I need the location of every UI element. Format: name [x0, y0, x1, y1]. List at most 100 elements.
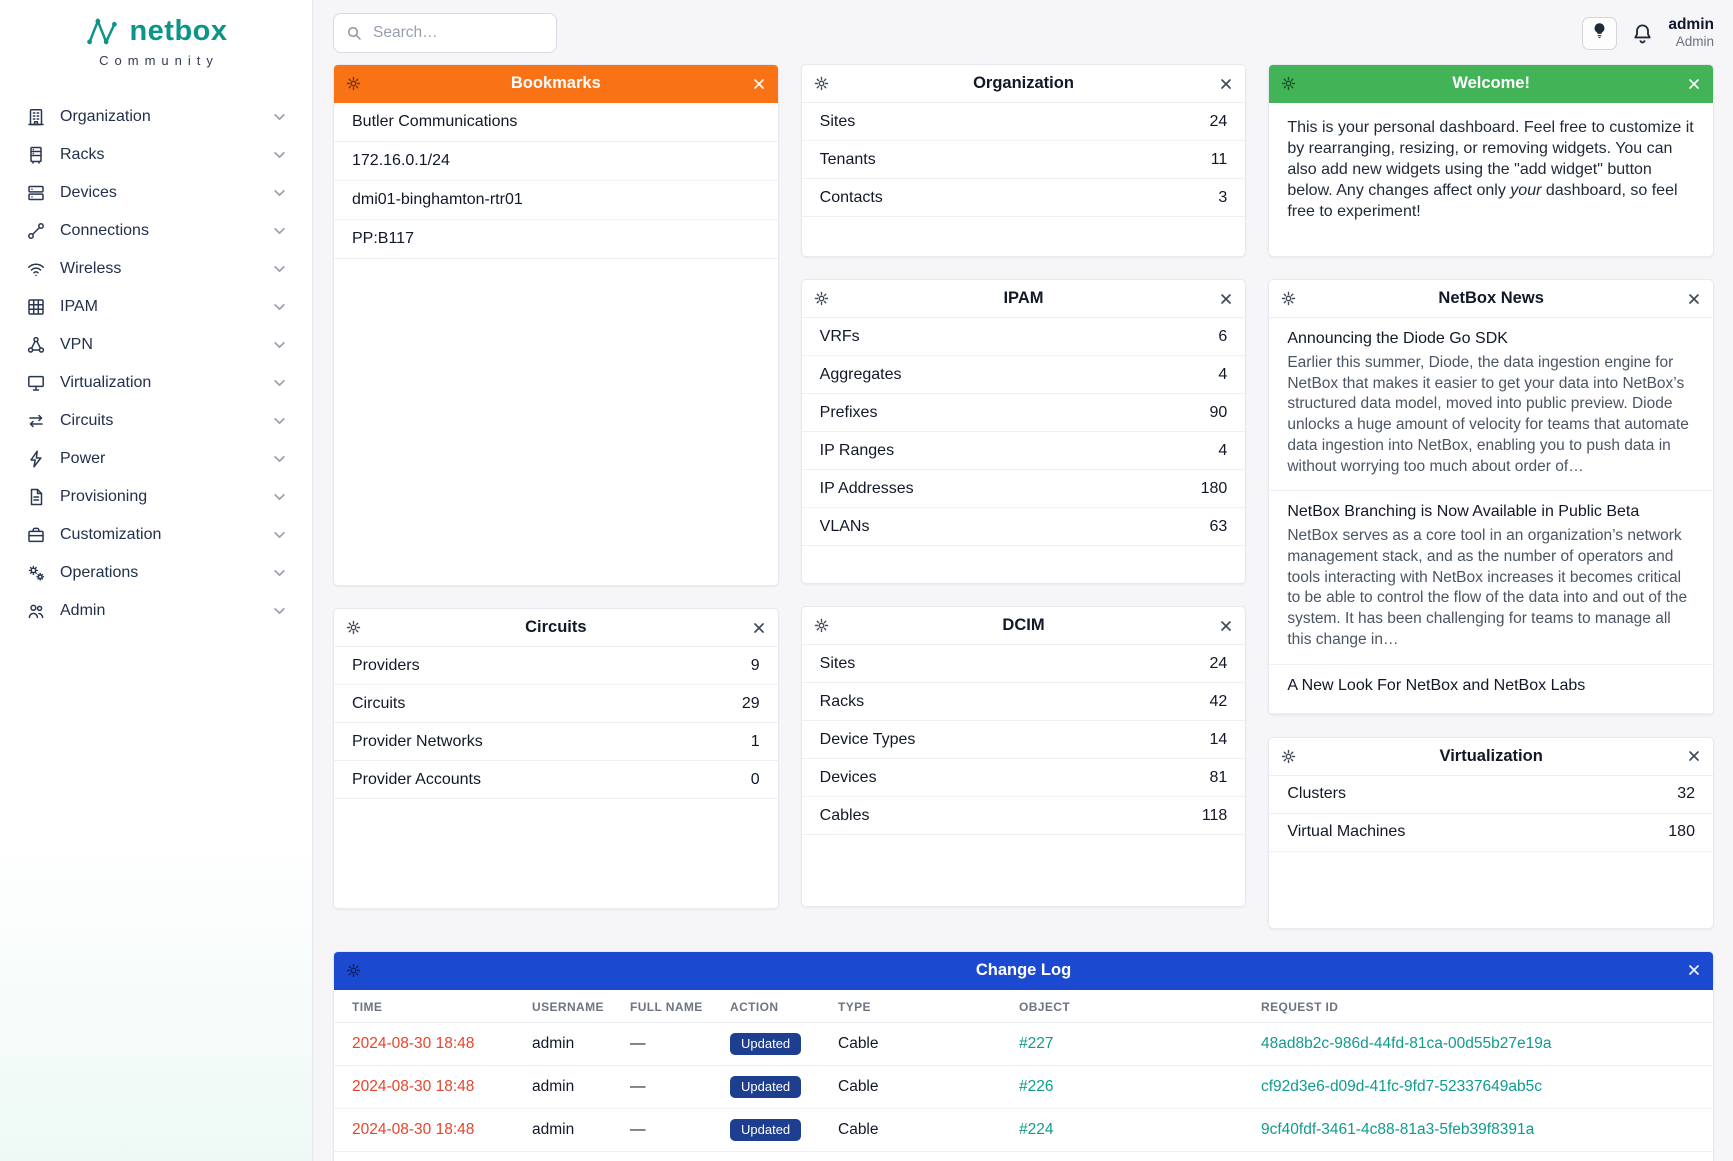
- action-badge: Updated: [730, 1075, 802, 1099]
- gear-icon[interactable]: [346, 76, 361, 91]
- sidebar-item[interactable]: Devices: [0, 174, 312, 212]
- stat-label[interactable]: Devices: [819, 768, 877, 786]
- stat-value[interactable]: 42: [1209, 692, 1228, 710]
- theme-toggle-button[interactable]: [1582, 16, 1618, 50]
- user-menu[interactable]: admin Admin: [1668, 16, 1714, 51]
- sidebar-item[interactable]: Racks: [0, 136, 312, 174]
- netbox-news-widget-header: NetBox News: [1269, 280, 1713, 318]
- sidebar-item[interactable]: Power: [0, 440, 312, 478]
- time-link[interactable]: 2024-08-30 18:48: [352, 1034, 475, 1052]
- stat-label[interactable]: VRFs: [819, 327, 860, 345]
- close-icon[interactable]: [1687, 963, 1701, 977]
- stat-value[interactable]: 180: [1668, 823, 1695, 841]
- sidebar-item[interactable]: Operations: [0, 554, 312, 592]
- bookmark-link[interactable]: dmi01-binghamton-rtr01: [352, 191, 523, 208]
- close-icon[interactable]: [1219, 292, 1233, 306]
- close-icon[interactable]: [1219, 77, 1233, 91]
- stat-value[interactable]: 11: [1210, 150, 1228, 168]
- stat-value[interactable]: 14: [1209, 730, 1228, 748]
- stat-label[interactable]: IP Ranges: [819, 441, 895, 459]
- close-icon[interactable]: [1687, 77, 1701, 91]
- stat-label[interactable]: IP Addresses: [819, 479, 914, 497]
- news-headline-link[interactable]: Announcing the Diode Go SDK: [1287, 330, 1508, 347]
- gear-icon[interactable]: [1281, 749, 1296, 764]
- stat-value[interactable]: 6: [1218, 327, 1228, 345]
- stat-label[interactable]: Sites: [819, 654, 856, 672]
- gear-icon[interactable]: [814, 618, 829, 633]
- stat-value[interactable]: 0: [750, 770, 760, 788]
- stat-label[interactable]: Provider Accounts: [352, 770, 481, 788]
- object-link[interactable]: #227: [1019, 1034, 1054, 1052]
- bookmark-link[interactable]: PP:B117: [352, 230, 414, 247]
- sidebar-item[interactable]: Wireless: [0, 250, 312, 288]
- search-input[interactable]: [371, 23, 544, 43]
- stat-value[interactable]: 81: [1209, 768, 1228, 786]
- sidebar-item[interactable]: Connections: [0, 212, 312, 250]
- stat-value[interactable]: 180: [1200, 479, 1228, 497]
- object-link[interactable]: #226: [1019, 1078, 1054, 1096]
- username-cell: admin: [522, 1151, 620, 1161]
- request-id-link[interactable]: cf92d3e6-d09d-41fc-9fd7-52337649ab5c: [1261, 1078, 1542, 1096]
- stat-label[interactable]: Device Types: [819, 730, 916, 748]
- sidebar-item[interactable]: Provisioning: [0, 478, 312, 516]
- stat-value[interactable]: 9: [750, 656, 760, 674]
- gear-icon[interactable]: [346, 963, 361, 978]
- stat-value[interactable]: 4: [1218, 365, 1228, 383]
- gear-icon[interactable]: [1281, 291, 1296, 306]
- bookmark-link[interactable]: Butler Communications: [352, 113, 518, 130]
- brand-subtitle: Community: [99, 53, 219, 68]
- stat-label[interactable]: Cables: [819, 806, 870, 824]
- stat-label[interactable]: Virtual Machines: [1287, 823, 1406, 841]
- request-id-link[interactable]: 9cf40fdf-3461-4c88-81a3-5feb39f8391a: [1261, 1121, 1535, 1139]
- sidebar-item[interactable]: Customization: [0, 516, 312, 554]
- stat-label[interactable]: Tenants: [819, 150, 876, 168]
- request-id-link[interactable]: 48ad8b2c-986d-44fd-81ca-00d55b27e19a: [1261, 1034, 1552, 1052]
- close-icon[interactable]: [752, 621, 766, 635]
- notifications-bell-icon[interactable]: [1632, 23, 1653, 44]
- stat-value[interactable]: 1: [750, 732, 760, 750]
- sidebar-item[interactable]: Organization: [0, 98, 312, 136]
- close-icon[interactable]: [752, 77, 766, 91]
- stat-label[interactable]: VLANs: [819, 517, 870, 535]
- stat-label[interactable]: Racks: [819, 692, 865, 710]
- stat-label[interactable]: Sites: [819, 112, 856, 130]
- sidebar-item[interactable]: Admin: [0, 592, 312, 630]
- stat-label[interactable]: Prefixes: [819, 403, 878, 421]
- close-icon[interactable]: [1687, 749, 1701, 763]
- stat-value[interactable]: 24: [1209, 112, 1228, 130]
- sidebar-item[interactable]: Virtualization: [0, 364, 312, 402]
- time-link[interactable]: 2024-08-30 18:48: [352, 1121, 475, 1139]
- stat-label[interactable]: Provider Networks: [352, 732, 483, 750]
- close-icon[interactable]: [1219, 619, 1233, 633]
- news-headline-link[interactable]: A New Look For NetBox and NetBox Labs: [1287, 676, 1586, 694]
- sidebar-item[interactable]: VPN: [0, 326, 312, 364]
- stat-value[interactable]: 32: [1677, 785, 1695, 803]
- action-badge: Updated: [730, 1032, 802, 1055]
- stat-value[interactable]: 90: [1209, 403, 1228, 421]
- bookmark-link[interactable]: 172.16.0.1/24: [352, 152, 450, 169]
- stat-value[interactable]: 63: [1209, 517, 1228, 535]
- sidebar-item[interactable]: Circuits: [0, 402, 312, 440]
- brand[interactable]: netbox Community: [0, 0, 312, 72]
- stat-value[interactable]: 4: [1218, 441, 1228, 459]
- stat-label[interactable]: Providers: [352, 656, 420, 674]
- sidebar-item[interactable]: IPAM: [0, 288, 312, 326]
- object-link[interactable]: #224: [1019, 1121, 1054, 1139]
- news-headline-link[interactable]: NetBox Branching is Now Available in Pub…: [1287, 503, 1640, 521]
- circuits-icon: [26, 411, 46, 431]
- stat-value[interactable]: 29: [741, 694, 760, 712]
- stat-label[interactable]: Contacts: [819, 188, 883, 206]
- stat-label[interactable]: Circuits: [352, 694, 406, 712]
- stat-value[interactable]: 3: [1218, 188, 1228, 206]
- gear-icon[interactable]: [814, 76, 829, 91]
- stat-label[interactable]: Aggregates: [819, 365, 902, 383]
- gear-icon[interactable]: [1281, 76, 1296, 91]
- close-icon[interactable]: [1687, 292, 1701, 306]
- gear-icon[interactable]: [814, 291, 829, 306]
- document-icon: [26, 487, 46, 507]
- stat-value[interactable]: 118: [1201, 806, 1228, 824]
- stat-value[interactable]: 24: [1209, 654, 1228, 672]
- time-link[interactable]: 2024-08-30 18:48: [352, 1078, 475, 1096]
- gear-icon[interactable]: [346, 620, 361, 635]
- stat-label[interactable]: Clusters: [1287, 785, 1347, 803]
